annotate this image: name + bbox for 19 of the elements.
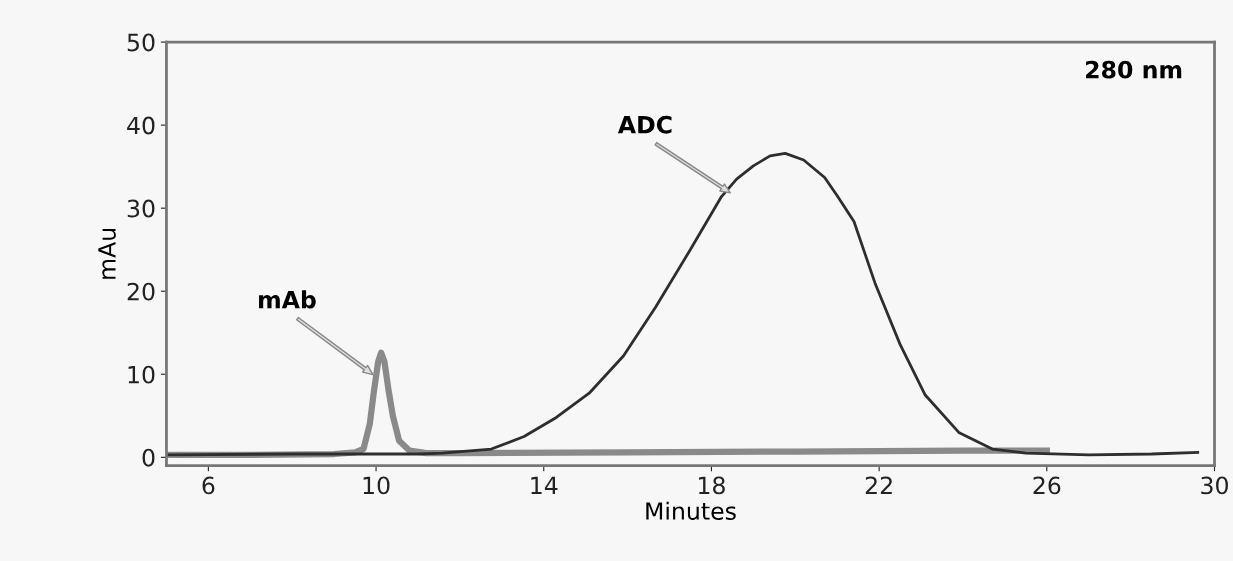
- y-tick-label: 30: [127, 199, 155, 218]
- x-tick-label: 14: [531, 476, 558, 494]
- line-series: [166, 151, 1200, 457]
- y-axis-title: mAu: [98, 228, 116, 279]
- y-tick-label: 0: [142, 448, 155, 467]
- y-tick-label: 50: [127, 33, 155, 52]
- x-tick-label: 30: [1201, 476, 1228, 495]
- annotation: ADC: [617, 115, 672, 134]
- annotation: 280 nm: [1086, 60, 1182, 79]
- y-tick-label: 40: [127, 116, 155, 135]
- y-tick-label: 10: [128, 365, 155, 384]
- x-tick-label: 6: [202, 476, 215, 495]
- x-tick-label: 22: [865, 476, 892, 494]
- x-tick-label: 26: [1033, 476, 1061, 495]
- annotation: mAb: [259, 290, 316, 309]
- x-tick-label: 18: [699, 476, 725, 495]
- x-tick-label: 10: [363, 476, 390, 495]
- y-tick-label: 20: [127, 282, 155, 301]
- x-axis-title: Minutes: [646, 501, 736, 520]
